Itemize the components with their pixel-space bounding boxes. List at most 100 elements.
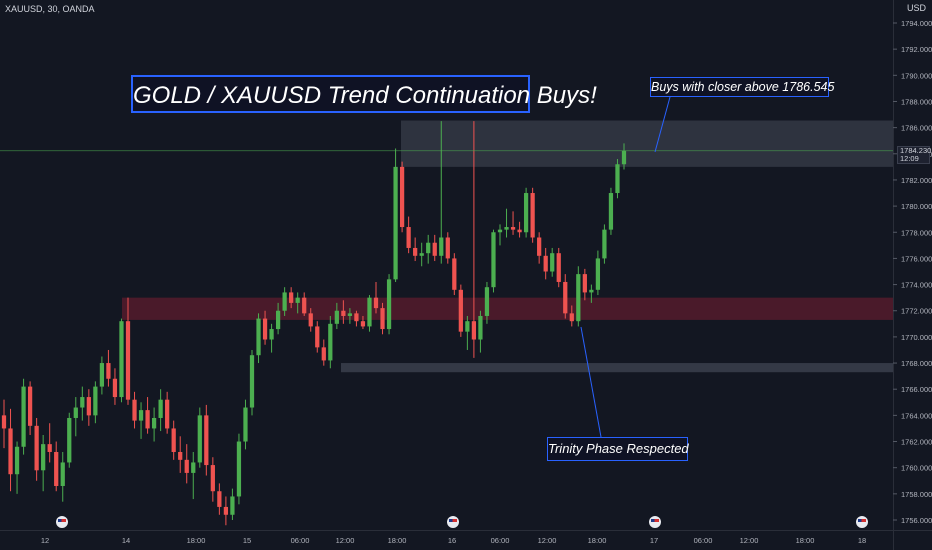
- candle-body: [47, 444, 52, 452]
- chart-title-annotation[interactable]: GOLD / XAUUSD Trend Continuation Buys!: [131, 75, 597, 113]
- time-tick-label: 14: [122, 536, 130, 545]
- candle-body: [184, 459, 189, 473]
- candle-body: [582, 274, 587, 293]
- candle-body: [471, 321, 477, 340]
- buys-note-annotation[interactable]: Buys with closer above 1786.545: [650, 77, 834, 97]
- candle-body: [315, 326, 320, 348]
- price-tick-label: 1788.000: [901, 97, 932, 106]
- candle-body: [321, 347, 326, 361]
- candle-body: [373, 297, 379, 309]
- price-tick-label: 1770.000: [901, 333, 932, 342]
- candle-body: [93, 386, 98, 416]
- candle-body: [158, 399, 163, 418]
- candle-body: [132, 399, 137, 421]
- candle-body: [445, 237, 450, 259]
- flag-canton: [858, 519, 862, 522]
- candle-body: [452, 258, 457, 290]
- price-tick-label: 1756.000: [901, 516, 932, 525]
- price-tick-label: 1772.000: [901, 307, 932, 316]
- candle-body: [99, 363, 105, 387]
- candle-body: [34, 425, 39, 471]
- candle-body: [210, 465, 215, 492]
- candle-body: [119, 321, 124, 398]
- candle-body: [621, 150, 627, 165]
- candle-body: [602, 229, 607, 259]
- time-tick-label: 12:00: [538, 536, 557, 545]
- price-tick-label: 1780.000: [901, 202, 932, 211]
- candle-body: [302, 297, 307, 314]
- candle-body: [354, 313, 359, 322]
- candle-body: [497, 229, 503, 233]
- candle-body: [256, 318, 261, 356]
- candle-body: [54, 451, 59, 486]
- candle-body: [236, 441, 242, 497]
- candle-body: [262, 318, 268, 340]
- candle-body: [380, 308, 385, 330]
- candle-body: [432, 242, 437, 256]
- price-axis[interactable]: 1756.000 1758.000 1760.000 1762.000 1764.000…: [893, 19, 932, 525]
- trinity-note-annotation[interactable]: Trinity Phase Respected: [547, 437, 689, 461]
- price-tick-label: 1758.000: [901, 490, 932, 499]
- candles: [1, 121, 627, 526]
- time-tick-label: 06:00: [491, 536, 510, 545]
- flag-canton: [651, 519, 655, 522]
- candle-body: [8, 428, 13, 475]
- time-tick-label: 06:00: [291, 536, 310, 545]
- candle-body: [197, 415, 202, 463]
- candle-body: [230, 496, 235, 515]
- candle-body: [249, 355, 255, 408]
- flag-canton: [449, 519, 453, 522]
- candle-body: [1, 415, 7, 429]
- candle-body: [491, 232, 496, 288]
- candle-body: [504, 227, 509, 230]
- candle-body: [151, 417, 157, 429]
- economic-event-flag-icon[interactable]: [56, 516, 68, 528]
- time-tick-label: 16: [448, 536, 456, 545]
- buys-note-leader: [654, 96, 671, 153]
- time-tick-label: 18:00: [796, 536, 815, 545]
- candle-body: [550, 253, 555, 272]
- candle-body: [14, 446, 20, 475]
- economic-event-flag-icon[interactable]: [856, 516, 868, 528]
- candle-body: [458, 289, 463, 332]
- price-tick-label: 1760.000: [901, 464, 932, 473]
- price-tick-label: 1768.000: [901, 359, 932, 368]
- candle-body: [576, 274, 581, 322]
- supply-zone: [401, 120, 893, 167]
- candle-body: [543, 255, 548, 272]
- candle-body: [73, 407, 78, 418]
- candle-body: [563, 281, 568, 314]
- time-tick-label: 18:00: [588, 536, 607, 545]
- economic-event-flag-icon[interactable]: [447, 516, 459, 528]
- time-tick-label: 06:00: [694, 536, 713, 545]
- candle-body: [145, 410, 150, 429]
- candle-body: [80, 397, 85, 408]
- demand-zone: [122, 297, 893, 320]
- candle-body: [106, 363, 111, 379]
- price-tick-label: 1792.000: [901, 45, 932, 54]
- overlay-lines: [0, 96, 893, 528]
- candle-body: [510, 227, 516, 230]
- candle-body: [289, 292, 294, 303]
- candle-body: [406, 227, 411, 248]
- candle-body: [465, 321, 470, 332]
- candle-body: [334, 310, 339, 324]
- candle-body: [60, 462, 65, 486]
- price-tick-label: 1782.000: [901, 176, 932, 185]
- candle-body: [138, 410, 144, 421]
- candle-body: [217, 491, 222, 507]
- currency-label: USD: [906, 3, 926, 13]
- candle-body: [347, 313, 353, 316]
- time-axis[interactable]: 12 14 18:00 15 06:00 12:00 18:00 16 06:00 12:00 18…: [41, 536, 866, 545]
- current-price-tag: 1784.230 12:09: [897, 146, 931, 164]
- economic-event-flag-icon[interactable]: [649, 516, 661, 528]
- candle-body: [426, 242, 431, 254]
- candle-body: [484, 287, 490, 316]
- candle-body: [523, 193, 529, 233]
- candle-body: [569, 313, 574, 322]
- price-tick-label: 1778.000: [901, 228, 932, 237]
- time-tick-label: 18:00: [187, 536, 206, 545]
- time-tick-label: 18: [858, 536, 866, 545]
